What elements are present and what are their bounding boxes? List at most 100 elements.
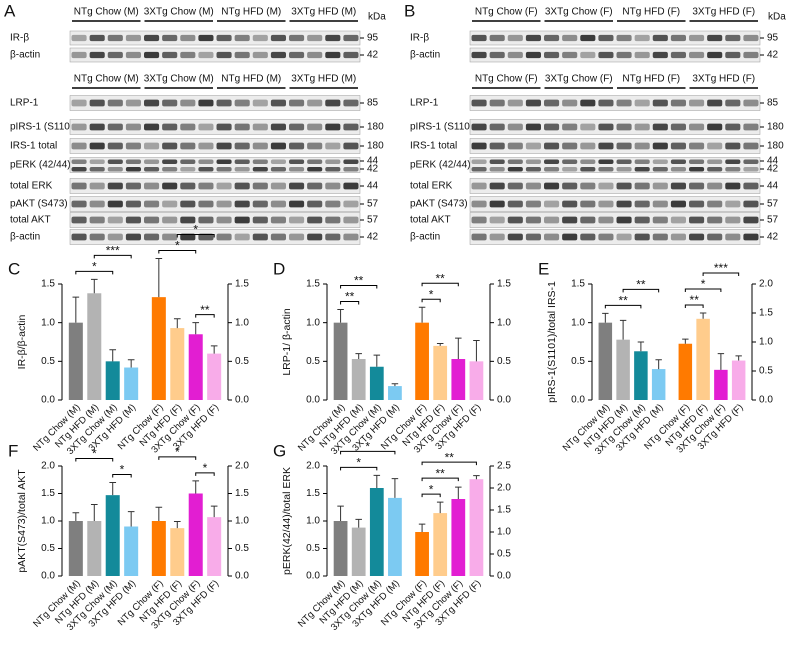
blot-band (580, 182, 596, 190)
blot-band (652, 51, 668, 59)
blot-band (634, 216, 650, 224)
blot-band (71, 123, 87, 131)
blot-band (634, 233, 650, 241)
blot-band (198, 200, 214, 208)
blot-band (89, 233, 105, 241)
blot-band (743, 167, 759, 172)
blot-band (270, 142, 286, 150)
blot-band (471, 123, 487, 131)
blot-band (544, 51, 560, 59)
error-bar (699, 312, 707, 319)
blot-band (580, 216, 596, 224)
bar (451, 499, 466, 576)
bar (651, 369, 666, 400)
blot-band (707, 159, 723, 164)
blot-band (125, 159, 141, 164)
blot-band (216, 51, 232, 59)
kda-value: 42 (367, 50, 379, 61)
group-header: 3XTg HFD (F) (692, 7, 755, 18)
y2-tick-label: 0.0 (497, 395, 511, 406)
error-bar (373, 354, 381, 367)
blot-band (544, 34, 560, 42)
blot-band (616, 142, 632, 150)
blot-band (89, 182, 105, 190)
blot-band (180, 216, 196, 224)
significance-label: ** (690, 293, 700, 307)
blot-band (580, 233, 596, 241)
blot-band (634, 99, 650, 107)
blot-band (125, 99, 141, 107)
group-header: NTg Chow (F) (475, 74, 538, 85)
blot-band (471, 182, 487, 190)
blot-band (162, 51, 178, 59)
blot-band (507, 216, 523, 224)
bar (170, 528, 185, 576)
bar (124, 526, 139, 576)
blot-band (162, 216, 178, 224)
blot-band (325, 51, 341, 59)
blot-band (471, 99, 487, 107)
blot-band (307, 159, 323, 164)
error-bar (90, 504, 98, 521)
blot-band (125, 182, 141, 190)
blot-band (707, 34, 723, 42)
blot-band (162, 34, 178, 42)
blot-band (252, 200, 268, 208)
blot-band (689, 233, 705, 241)
y2-tick-label: 1.5 (497, 279, 511, 290)
group-header: NTg Chow (F) (475, 7, 538, 18)
blot-band (562, 216, 578, 224)
blot-band (289, 142, 305, 150)
blot-band (325, 142, 341, 150)
y-axis-label: pIRS-1(S1101)/total IRS-1 (546, 281, 558, 403)
blot-band (234, 216, 250, 224)
blot-band (725, 142, 741, 150)
blot-band (743, 123, 759, 131)
kda-value: 180 (767, 122, 784, 133)
significance-label: ** (345, 290, 355, 304)
blot-band (616, 99, 632, 107)
blot-band (652, 167, 668, 172)
error-bar (355, 518, 362, 528)
bar (105, 495, 120, 576)
blot-band (325, 233, 341, 241)
blot-band (162, 200, 178, 208)
error-bar (473, 475, 480, 480)
blot-band (252, 142, 268, 150)
significance-bracket (421, 493, 441, 498)
blot-band (325, 216, 341, 224)
blot-band (670, 200, 686, 208)
blot-band (580, 200, 596, 208)
significance-bracket (93, 254, 132, 259)
blot-band (707, 200, 723, 208)
significance-label: ** (354, 274, 364, 288)
y2-tick-label: 0.5 (497, 356, 511, 367)
blot-label: IRS-1 total (410, 141, 457, 152)
blot-band (743, 233, 759, 241)
significance-label: ** (200, 303, 210, 317)
blot-band (325, 167, 341, 172)
y-tick-label: 1.0 (41, 317, 55, 328)
kda-value: 180 (767, 141, 784, 152)
significance-label: *** (106, 244, 120, 258)
y2-tick-label: 1.5 (497, 505, 511, 516)
blot-band (144, 233, 160, 241)
blot-band (144, 216, 160, 224)
error-bar (391, 383, 399, 387)
blot-band (616, 159, 632, 164)
blot-band (689, 34, 705, 42)
blot-band (144, 159, 160, 164)
blot-band (325, 123, 341, 131)
significance-bracket (622, 288, 660, 293)
blot-band (707, 99, 723, 107)
blot-band (307, 123, 323, 131)
y2-tick-label: 2.0 (497, 483, 511, 494)
significance-bracket (421, 477, 459, 482)
blot-band (562, 159, 578, 164)
kda-value: 42 (767, 232, 779, 243)
blot-band (725, 233, 741, 241)
blot-band (107, 99, 123, 107)
group-header: NTg HFD (M) (221, 7, 281, 18)
kda-value: 85 (367, 98, 379, 109)
blot-band (507, 123, 523, 131)
